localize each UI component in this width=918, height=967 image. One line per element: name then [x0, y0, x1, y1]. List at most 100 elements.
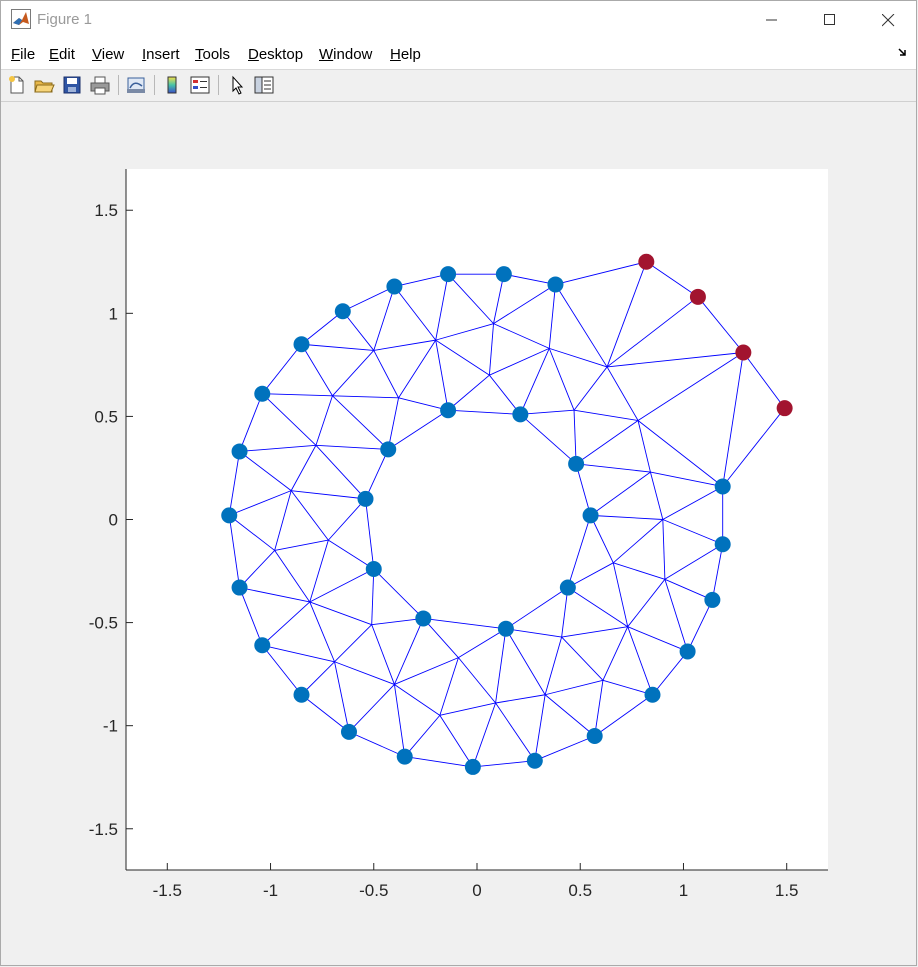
- boundary-node-marker[interactable]: [254, 385, 271, 402]
- print-icon[interactable]: [89, 74, 111, 96]
- mesh-edge: [332, 350, 375, 397]
- boundary-node-marker[interactable]: [386, 278, 403, 295]
- selected-node-marker[interactable]: [776, 400, 793, 417]
- boundary-node-marker[interactable]: [396, 748, 413, 765]
- menu-desktop[interactable]: Desktop: [248, 46, 304, 63]
- mesh-edge: [342, 310, 375, 351]
- edit-plot-arrow-icon[interactable]: [226, 74, 248, 96]
- menu-insert[interactable]: Insert: [142, 46, 180, 63]
- mesh-edge: [662, 519, 723, 545]
- mesh-edge: [549, 347, 608, 368]
- selected-node-marker[interactable]: [638, 253, 655, 270]
- boundary-node-marker[interactable]: [440, 266, 457, 283]
- mesh-edge: [393, 684, 406, 757]
- mesh-edge: [435, 274, 449, 341]
- boundary-node-marker[interactable]: [231, 443, 248, 460]
- menu-window[interactable]: Window: [319, 46, 373, 63]
- mesh-edge: [439, 702, 496, 716]
- maximize-button[interactable]: [801, 1, 859, 39]
- mesh-edge: [594, 694, 653, 737]
- axis-ticks: -1.5 -1 -0.5 0 0.5 1 1.5 -1.5 -1 -0.5 0 0.5 1 1.5: [89, 201, 799, 900]
- mesh-edge: [602, 679, 653, 696]
- mesh-edge: [612, 562, 629, 627]
- mesh-edge: [334, 661, 395, 685]
- boundary-node-marker[interactable]: [547, 276, 564, 293]
- boundary-node-marker[interactable]: [231, 579, 248, 596]
- mesh-edge: [423, 618, 506, 630]
- y-tick-label: -1.5: [89, 820, 118, 839]
- mesh-edge: [301, 694, 350, 733]
- menu-file[interactable]: File: [11, 46, 36, 63]
- mesh-edge: [545, 679, 604, 696]
- axes-background[interactable]: [126, 169, 828, 870]
- boundary-node-marker[interactable]: [679, 643, 696, 660]
- boundary-node-marker[interactable]: [440, 402, 457, 419]
- boundary-node-marker[interactable]: [582, 507, 599, 524]
- mesh-edge: [555, 284, 608, 368]
- boundary-node-marker[interactable]: [357, 490, 374, 507]
- menu-tools[interactable]: Tools: [195, 46, 231, 63]
- boundary-node-marker[interactable]: [334, 303, 351, 320]
- boundary-node-marker[interactable]: [293, 336, 310, 353]
- mesh-edge: [627, 626, 653, 695]
- save-icon[interactable]: [61, 74, 83, 96]
- boundary-node-marker[interactable]: [365, 560, 382, 577]
- boundary-node-marker[interactable]: [526, 752, 543, 769]
- boundary-node-marker[interactable]: [293, 686, 310, 703]
- minimize-icon: [766, 19, 777, 21]
- menu-edit[interactable]: Edit: [49, 46, 75, 63]
- selected-node-marker[interactable]: [689, 288, 706, 305]
- new-figure-icon[interactable]: [6, 74, 28, 96]
- boundary-node-marker[interactable]: [254, 637, 271, 654]
- mesh-edge: [662, 519, 666, 580]
- boundary-node-marker[interactable]: [644, 686, 661, 703]
- boundary-node-marker[interactable]: [512, 406, 529, 423]
- mesh-edges: [228, 261, 786, 768]
- boundary-node-marker[interactable]: [568, 455, 585, 472]
- close-button[interactable]: [859, 1, 917, 39]
- boundary-node-marker[interactable]: [559, 579, 576, 596]
- legend-icon[interactable]: [189, 74, 211, 96]
- boundary-node-marker[interactable]: [495, 266, 512, 283]
- mesh-edge: [398, 339, 437, 399]
- mesh-edge: [328, 498, 366, 541]
- colorbar-icon[interactable]: [161, 74, 183, 96]
- mesh-edge: [301, 343, 374, 351]
- boundary-node-marker[interactable]: [714, 536, 731, 553]
- x-tick-label: 0.5: [568, 881, 592, 900]
- mesh-edge: [495, 694, 546, 704]
- open-file-icon[interactable]: [33, 74, 55, 96]
- boundary-node-marker[interactable]: [497, 620, 514, 637]
- mesh-edge: [711, 544, 724, 600]
- x-tick-label: -0.5: [359, 881, 388, 900]
- x-tick-label: -1: [263, 881, 278, 900]
- mesh-nodes: [221, 253, 793, 775]
- boundary-node-marker[interactable]: [340, 723, 357, 740]
- selected-node-marker[interactable]: [735, 344, 752, 361]
- mesh-edge: [239, 550, 275, 588]
- mesh-edge: [489, 347, 550, 376]
- boundary-node-marker[interactable]: [586, 727, 603, 744]
- boundary-node-marker[interactable]: [221, 507, 238, 524]
- mesh-edge: [534, 694, 546, 761]
- boundary-node-marker[interactable]: [704, 591, 721, 608]
- boundary-node-marker[interactable]: [714, 478, 731, 495]
- dock-arrow-icon[interactable]: [898, 47, 910, 59]
- menu-help[interactable]: Help: [390, 46, 421, 63]
- boundary-node-marker[interactable]: [380, 441, 397, 458]
- toolbar-separator: [118, 75, 119, 95]
- title-bar[interactable]: Figure 1: [1, 1, 916, 39]
- boundary-node-marker[interactable]: [415, 610, 432, 627]
- mesh-edge: [422, 618, 459, 658]
- mesh-edge: [342, 286, 395, 312]
- mesh-edge: [394, 273, 449, 287]
- mesh-edge: [373, 350, 399, 399]
- mesh-edge: [348, 731, 405, 758]
- mesh-edge: [607, 352, 744, 368]
- link-plot-icon[interactable]: [125, 74, 147, 96]
- boundary-node-marker[interactable]: [464, 758, 481, 775]
- mesh-edge: [301, 310, 344, 345]
- property-inspector-icon[interactable]: [253, 74, 275, 96]
- minimize-button[interactable]: [743, 1, 801, 39]
- menu-view[interactable]: View: [92, 46, 125, 63]
